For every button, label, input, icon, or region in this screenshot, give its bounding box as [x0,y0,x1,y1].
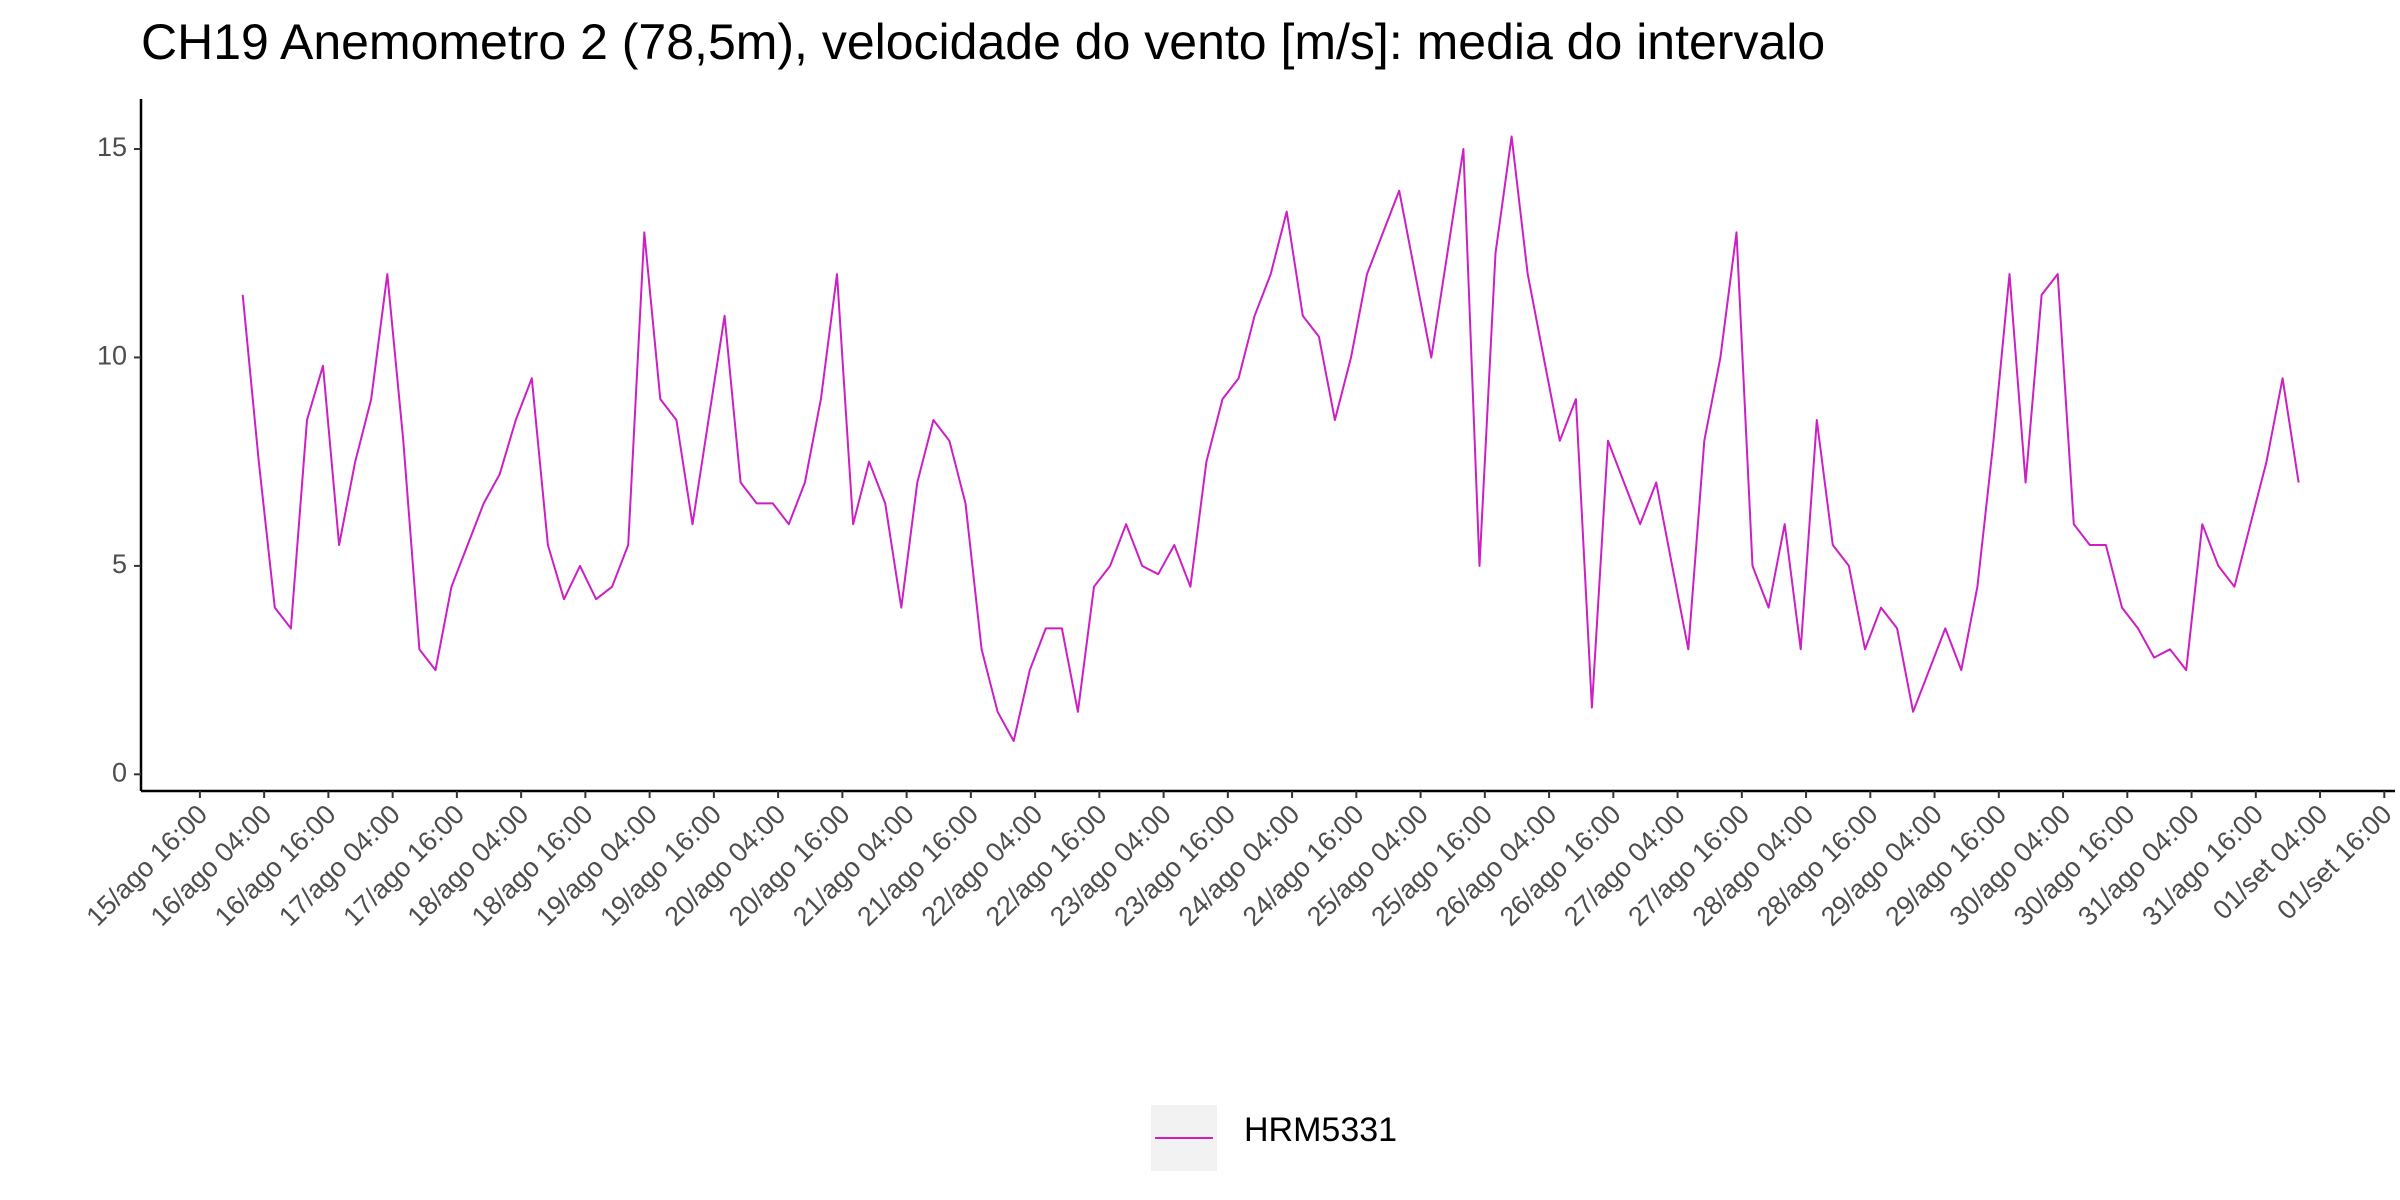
y-tick-label: 5 [112,549,127,579]
y-tick-label: 0 [112,757,127,787]
chart-title: CH19 Anemometro 2 (78,5m), velocidade do… [141,14,1825,70]
y-tick-label: 10 [97,341,127,371]
legend-label: HRM5331 [1244,1111,1397,1149]
series-line [241,135,2300,742]
y-tick-label: 15 [97,132,127,162]
